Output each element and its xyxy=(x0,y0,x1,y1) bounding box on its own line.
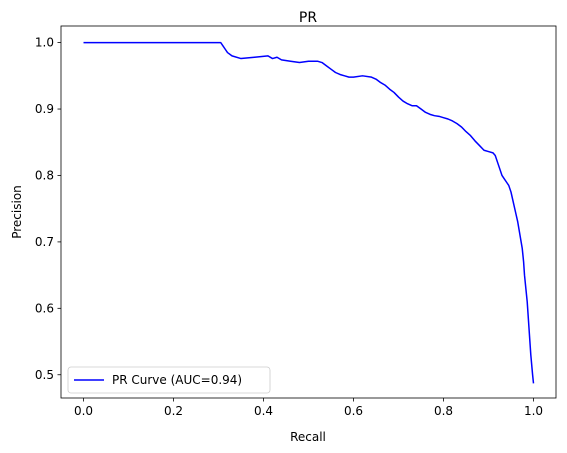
y-axis-label: Precision xyxy=(10,185,24,239)
legend: PR Curve (AUC=0.94) xyxy=(67,366,271,394)
legend-label: PR Curve (AUC=0.94) xyxy=(112,373,242,387)
y-tick-label: 0.7 xyxy=(35,235,54,249)
x-tick-label: 0.6 xyxy=(344,404,363,418)
plot-frame xyxy=(60,25,557,399)
x-tick-label: 0.2 xyxy=(164,404,183,418)
chart-title: PR xyxy=(299,10,317,26)
x-tick-label: 0.4 xyxy=(254,404,273,418)
y-axis: 0.5 0.6 0.7 0.8 0.9 1.0 xyxy=(35,36,61,382)
y-tick-label: 0.6 xyxy=(35,301,54,315)
x-axis: 0.0 0.2 0.4 0.6 0.8 1.0 xyxy=(74,398,543,418)
pr-curve-line xyxy=(83,41,535,384)
x-tick-label: 1.0 xyxy=(524,404,543,418)
x-tick-label: 0.0 xyxy=(74,404,93,418)
y-tick-label: 1.0 xyxy=(35,36,54,50)
x-axis-label: Recall xyxy=(290,430,326,444)
y-tick-label: 0.8 xyxy=(35,168,54,182)
x-tick-label: 0.8 xyxy=(434,404,453,418)
legend-box xyxy=(67,366,271,394)
y-tick-label: 0.9 xyxy=(35,102,54,116)
y-tick-label: 0.5 xyxy=(35,368,54,382)
